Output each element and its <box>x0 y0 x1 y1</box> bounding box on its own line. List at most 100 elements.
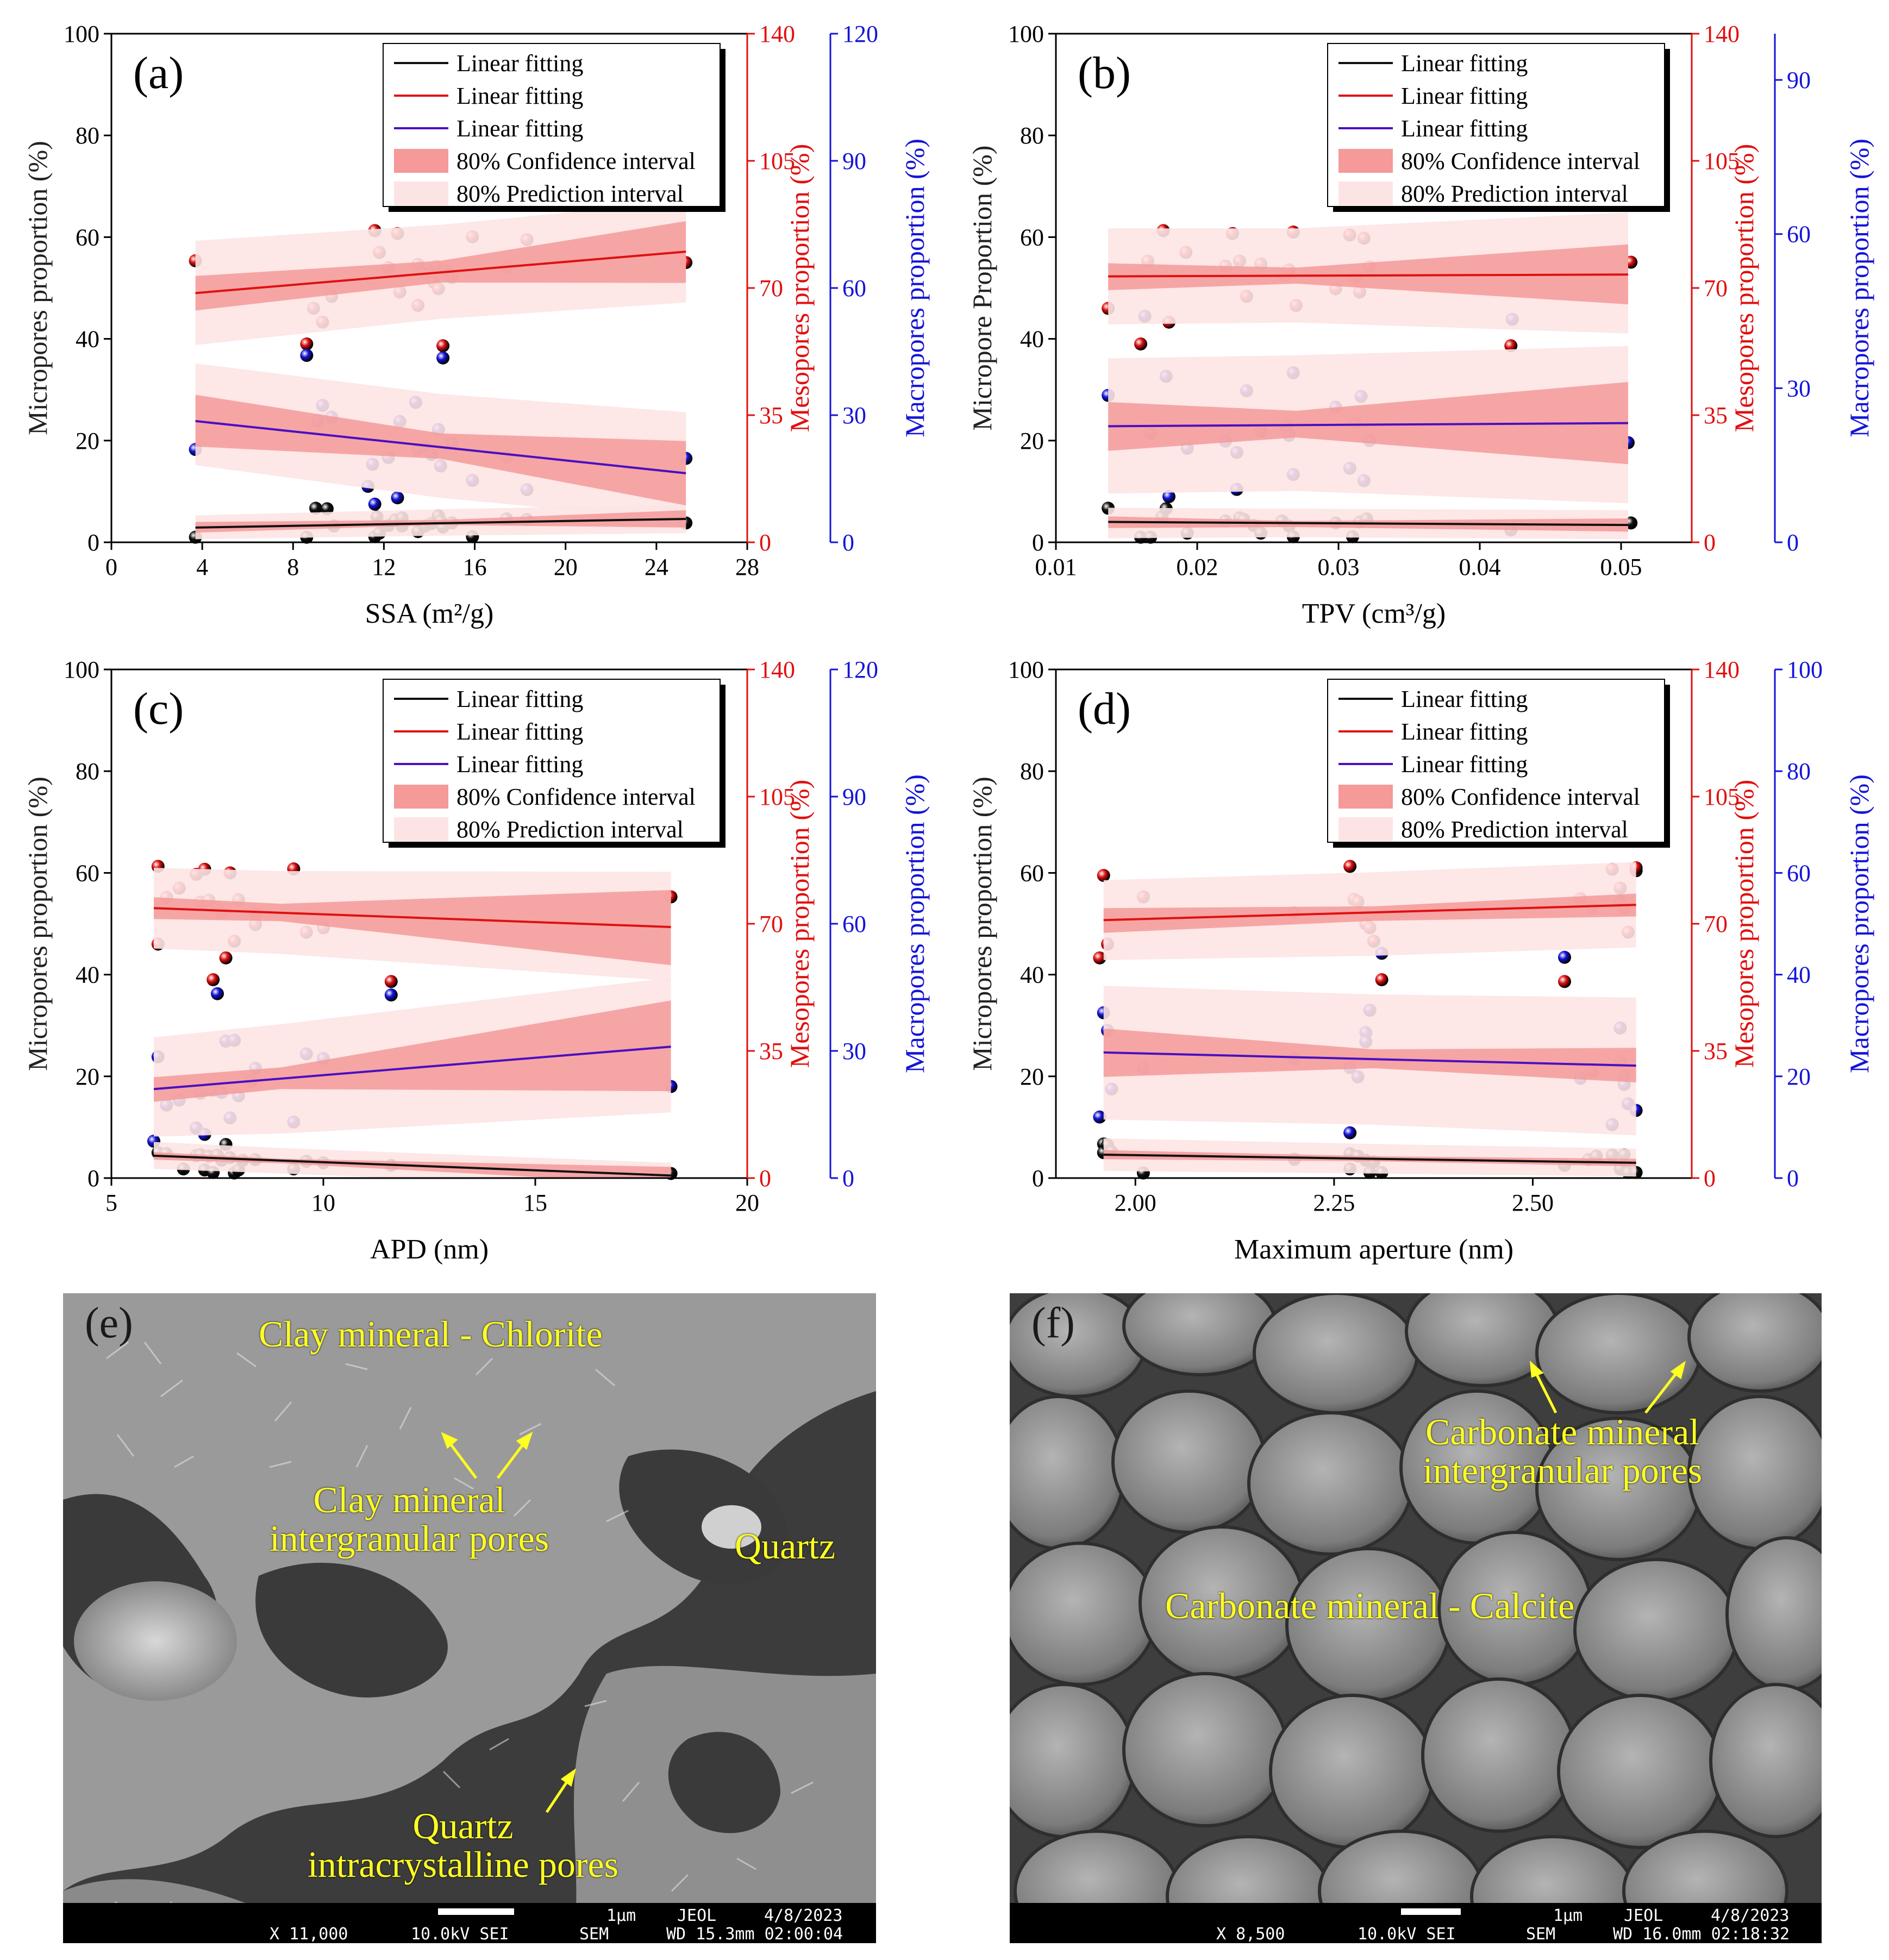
y-left-tick-label: 80 <box>1020 758 1044 785</box>
brand-label: JEOL <box>1624 1906 1663 1925</box>
legend-entry-label: Linear fitting <box>1401 718 1528 745</box>
legend-entry-label: 80% Prediction interval <box>456 180 684 207</box>
data-point-macropores <box>1558 950 1571 964</box>
scale-label: 1μm <box>606 1906 636 1925</box>
interval-bands <box>1108 212 1629 540</box>
fit-line-micropores <box>195 517 686 529</box>
x-axis-label: APD (nm) <box>370 1234 489 1265</box>
y-meso-axis-label: Mesopores proportion (%) <box>1729 780 1759 1068</box>
data-point-mesopores <box>300 337 314 350</box>
y-macro-tick-label: 80 <box>1787 758 1811 785</box>
data-point-mesopores <box>1097 869 1110 882</box>
legend-fill-swatch <box>1338 149 1393 173</box>
y-meso-tick-label: 70 <box>1704 911 1728 937</box>
interval-bands <box>1103 862 1636 1177</box>
y-meso-tick-label: 0 <box>1704 1165 1716 1192</box>
y-meso-tick-label: 35 <box>759 402 783 429</box>
brand-label: JEOL <box>677 1906 717 1925</box>
fit-line-macropores <box>1108 422 1629 428</box>
confidence-band-mesopores <box>1108 244 1628 305</box>
y-macro-tick-label: 0 <box>1787 529 1799 556</box>
y-left-tick-label: 20 <box>1020 1063 1044 1090</box>
mode-label: SEM <box>1526 1925 1556 1943</box>
x-tick-label: 2.00 <box>1115 1189 1156 1216</box>
legend-box <box>1327 679 1665 843</box>
y-macro-tick-label: 60 <box>842 275 866 302</box>
confidence-band-macropores <box>154 1000 671 1102</box>
y-left-tick-label: 20 <box>1020 428 1044 454</box>
x-tick-label: 20 <box>735 1189 759 1216</box>
fit-line-micropores <box>1108 521 1629 527</box>
y-meso-tick-label: 70 <box>759 275 783 302</box>
data-point-macropores <box>211 987 224 1000</box>
y-left-tick-label: 60 <box>76 224 99 251</box>
label-quartz: Quartz <box>735 1525 836 1567</box>
fit-line-macropores <box>1103 1051 1636 1067</box>
legend-entry-label: 80% Confidence interval <box>1401 148 1640 174</box>
y-meso-tick-label: 70 <box>759 911 783 937</box>
data-point-micropores <box>309 502 323 515</box>
x-axis-label: Maximum aperture (nm) <box>1234 1234 1513 1265</box>
legend-fill-swatch <box>394 785 448 809</box>
legend-box <box>383 679 721 843</box>
y-macro-axis-label: Macropores proportion (%) <box>899 774 930 1073</box>
legend-fill-swatch <box>1338 181 1393 205</box>
data-point-mesopores <box>384 975 398 988</box>
y-meso-tick-label: 0 <box>759 529 771 556</box>
y-macro-tick-label: 30 <box>1787 375 1811 402</box>
x-tick-label: 8 <box>287 554 299 580</box>
y-left-axis-label: Micropore Proportion (%) <box>967 146 997 431</box>
chart-panel-d: 2.00 2.25 2.50 Maximum aperture (nm) 0 20 40 60… <box>967 656 1874 1265</box>
legend-box <box>1327 43 1665 207</box>
y-left-tick-label: 0 <box>87 529 99 556</box>
legend-fill-swatch <box>394 181 448 205</box>
legend-fill-swatch <box>394 149 448 173</box>
x-tick-label: 15 <box>523 1189 547 1216</box>
y-meso-tick-label: 140 <box>759 656 795 683</box>
data-point-mesopores <box>1343 860 1357 873</box>
y-left-tick-label: 80 <box>1020 122 1044 149</box>
y-macro-tick-label: 0 <box>1787 1165 1799 1192</box>
y-macro-tick-label: 30 <box>842 402 866 429</box>
y-left-tick-label: 100 <box>1008 656 1044 683</box>
x-tick-label: 24 <box>645 554 668 580</box>
fit-line-micropores <box>1103 1153 1636 1164</box>
chart-panel-b: 0.01 0.02 0.03 0.04 0.05 TPV (cm³/g) 0 20 40 60 80… <box>967 21 1874 629</box>
data-point-macropores <box>436 351 450 365</box>
y-left-axis-label: Micropores proportion (%) <box>22 777 53 1071</box>
y-macro-tick-label: 120 <box>842 21 878 47</box>
data-point-macropores <box>391 491 404 505</box>
label-clay-mineral-chlorite: Clay mineral - Chlorite <box>259 1313 603 1355</box>
magnification-label: X 8,500 <box>1216 1925 1285 1943</box>
x-tick-label: 12 <box>372 554 396 580</box>
y-left-tick-label: 60 <box>76 860 99 886</box>
legend-entry-label: Linear fitting <box>456 115 583 142</box>
y-meso-tick-label: 140 <box>1704 21 1740 47</box>
data-point-macropores <box>300 349 314 362</box>
date-label: 4/8/2023 <box>1711 1906 1790 1925</box>
y-left-tick-label: 0 <box>1032 529 1044 556</box>
y-meso-tick-label: 0 <box>759 1165 771 1192</box>
legend-entry-label: 80% Confidence interval <box>456 148 696 174</box>
confidence-band-micropores <box>195 510 686 533</box>
y-left-tick-label: 40 <box>76 962 99 988</box>
fit-line-mesopores <box>153 907 671 929</box>
y-left-tick-label: 80 <box>76 758 99 785</box>
y-macro-tick-label: 0 <box>842 529 854 556</box>
label-clay-mineral-intergranular-pores: Clay mineral intergranular pores <box>270 1480 549 1558</box>
y-left-tick-label: 40 <box>76 326 99 353</box>
x-tick-label: 20 <box>554 554 578 580</box>
legend-entry-label: Linear fitting <box>1401 83 1528 109</box>
y-macro-axis-label: Macropores proportion (%) <box>1844 139 1874 437</box>
x-tick-label: 0.02 <box>1177 554 1218 580</box>
date-label: 4/8/2023 <box>764 1906 843 1925</box>
y-macro-tick-label: 90 <box>842 148 866 174</box>
y-meso-tick-label: 105 <box>1704 784 1740 810</box>
data-point-mesopores <box>1375 973 1388 986</box>
mode-label: SEM <box>579 1925 609 1943</box>
interval-bands <box>195 201 686 540</box>
y-meso-tick-label: 70 <box>1704 275 1728 302</box>
y-left-tick-label: 0 <box>87 1165 99 1192</box>
y-meso-axis-label: Mesopores proportion (%) <box>784 780 815 1068</box>
